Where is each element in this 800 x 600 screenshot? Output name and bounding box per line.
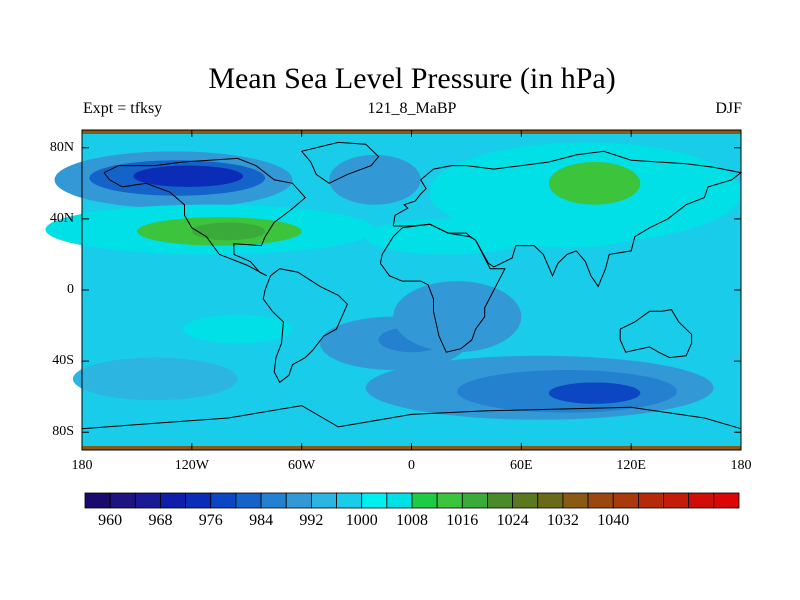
period-label: 121_8_MaBP (367, 100, 457, 117)
colorbar-box-14 (436, 492, 463, 509)
x-tick-label: 0 (408, 458, 415, 473)
season-label: DJF (715, 100, 742, 117)
colorbar-label: 976 (198, 512, 223, 529)
pressure-region-africa-low (393, 281, 522, 353)
colorbar-label: 1024 (496, 512, 529, 529)
x-tick-label: 60W (288, 458, 316, 473)
colorbar-box-16 (487, 492, 514, 509)
colorbar-box-19 (562, 492, 589, 509)
colorbar-box-20 (587, 492, 614, 509)
colorbar-label: 1040 (597, 512, 630, 529)
colorbar-box-5 (210, 492, 237, 509)
colorbar-box-15 (461, 492, 488, 509)
colorbar-box-25 (713, 492, 740, 509)
colorbar-box-24 (688, 492, 715, 509)
colorbar-box-12 (386, 492, 413, 509)
y-tick-label: 80N (49, 139, 74, 155)
coastline-3 (379, 223, 506, 353)
colorbar-box-3 (160, 492, 187, 509)
x-tick-label: 60E (510, 458, 533, 473)
colorbar-box-11 (361, 492, 388, 509)
experiment-label: Expt = tfksy (83, 100, 163, 117)
colorbar-box-7 (260, 492, 287, 509)
y-tick-label: 80S (52, 424, 74, 440)
pressure-region-southern-pacific-low (72, 357, 238, 401)
colorbar-label: 1000 (345, 512, 378, 529)
colorbar-box-23 (663, 492, 690, 509)
coastline-1 (262, 268, 348, 384)
colorbar-box-21 (612, 492, 639, 509)
colorbar-label: 992 (299, 512, 324, 529)
colorbar-label: 1032 (546, 512, 579, 529)
y-tick-label: 0 (67, 282, 74, 297)
colorbar-box-4 (185, 492, 212, 509)
colorbar-box-17 (512, 492, 539, 509)
colorbar-label: 984 (249, 512, 274, 529)
colorbar-box-22 (637, 492, 664, 509)
x-tick-label: 180 (71, 458, 93, 473)
x-tick-label: 120W (174, 458, 209, 473)
coastline-2 (392, 150, 743, 288)
colorbar-box-18 (537, 492, 564, 509)
colorbar-box-13 (411, 492, 438, 509)
colorbar-label: 1008 (396, 512, 428, 529)
coastline-6 (81, 405, 742, 430)
colorbar-label: 968 (148, 512, 173, 529)
colorbar-label: 1016 (446, 512, 479, 529)
pressure-region-subtropical-high-center (191, 222, 266, 241)
x-tick-label: 120E (616, 458, 646, 473)
colorbar-box-9 (310, 492, 337, 509)
pressure-region-asia-high-south (493, 218, 641, 248)
colorbar-box-1 (109, 492, 136, 509)
colorbar-box-6 (235, 492, 262, 509)
y-tick-label: 40N (49, 210, 74, 226)
colorbar-box-8 (285, 492, 312, 509)
x-tick-label: 180 (730, 458, 752, 473)
colorbar-box-2 (134, 492, 161, 509)
coastline-4 (619, 309, 693, 359)
colorbar-box-0 (84, 492, 111, 509)
pressure-region-north-pacific-low-center (133, 165, 244, 187)
pressure-region-north-atlantic-low (329, 154, 421, 205)
chart-title: Mean Sea Level Pressure (in hPa) (208, 62, 616, 95)
colorbar-label: 960 (98, 512, 123, 529)
pressure-region-siberian-high-core (548, 162, 641, 205)
coastline-0 (103, 157, 307, 277)
colorbar-box-10 (336, 492, 363, 509)
y-tick-label: 40S (52, 353, 74, 369)
pressure-region-southern-ocean-low-center (548, 382, 641, 404)
coastline-5 (300, 141, 380, 184)
pressure-region-south-pacific-high (182, 314, 293, 344)
